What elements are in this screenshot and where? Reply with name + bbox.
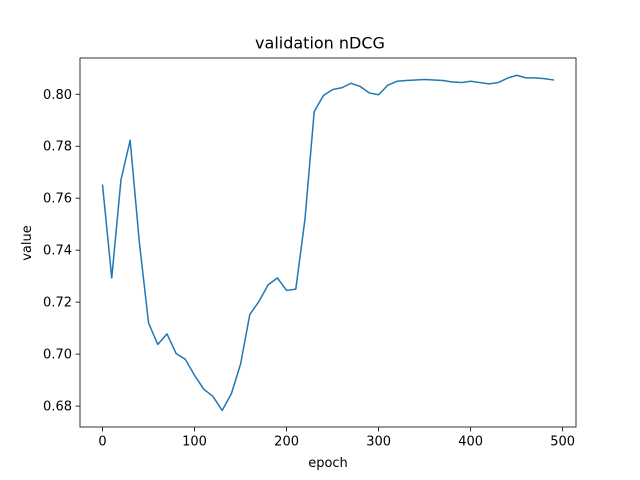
x-tick-label: 400 bbox=[458, 435, 483, 450]
x-tick-label: 500 bbox=[550, 435, 575, 450]
plot-area: 0 100 200 300 400 500 0.68 0.70 0.72 0.74 0.76 0.78… bbox=[43, 57, 577, 450]
y-axis-label: value bbox=[20, 225, 35, 261]
y-tick-label: 0.72 bbox=[43, 296, 72, 311]
y-tick-label: 0.76 bbox=[43, 192, 72, 207]
axes-frame bbox=[79, 57, 577, 428]
x-tick-label: 100 bbox=[182, 435, 207, 450]
y-tick-label: 0.68 bbox=[43, 400, 72, 415]
x-tick-label: 200 bbox=[274, 435, 299, 450]
y-tick-label: 0.74 bbox=[43, 244, 72, 259]
y-tick-label: 0.78 bbox=[43, 140, 72, 155]
x-tick-label: 300 bbox=[366, 435, 391, 450]
series-line-0 bbox=[101, 74, 555, 412]
x-tick-label: 0 bbox=[98, 435, 106, 450]
y-tick-label: 0.80 bbox=[43, 88, 72, 103]
y-tick-label: 0.70 bbox=[43, 348, 72, 363]
chart-title: validation nDCG bbox=[255, 34, 385, 53]
x-axis-label: epoch bbox=[308, 456, 348, 471]
